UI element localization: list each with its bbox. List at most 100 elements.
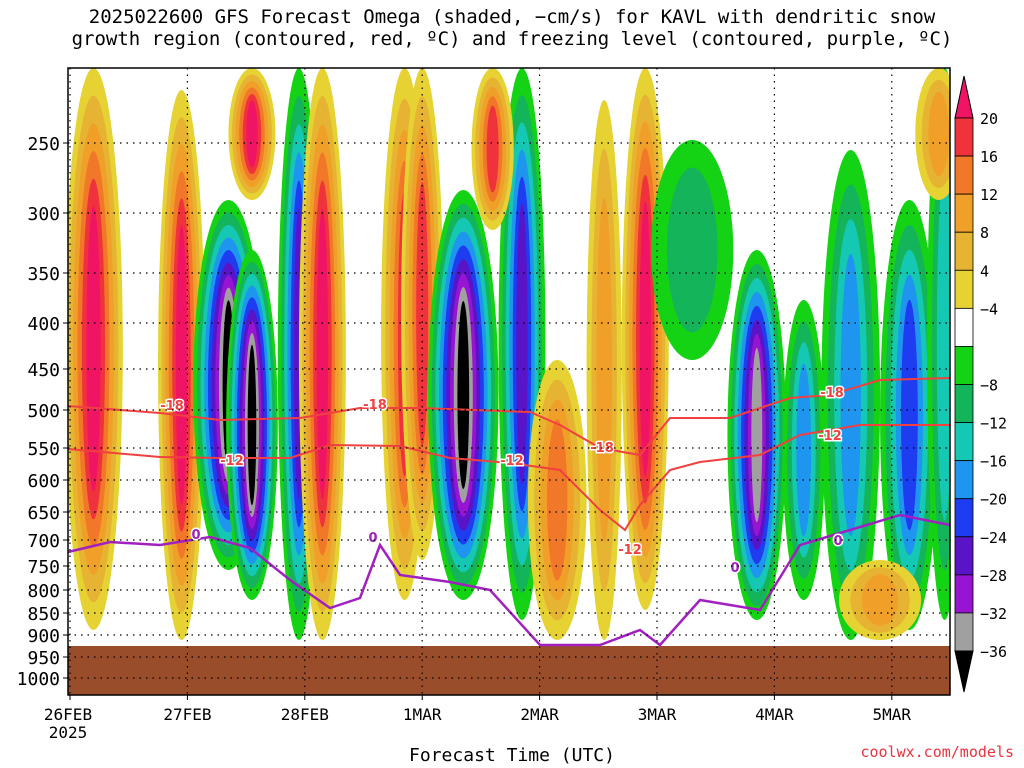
y-tick-label: 550 [27,439,60,460]
omega-cell [751,347,763,523]
colorbar-bin [954,460,974,500]
omega-cell [86,206,101,492]
colorbar: 20 16 12 8 4 −4 −8 −12 −16 −20 −24 −28 −32 −36 [954,75,1007,693]
colorbar-bottom-arrow [954,650,974,693]
freezing-level-contour [67,513,951,647]
y-tick-label: 250 [27,134,60,155]
omega-cell [596,197,612,543]
colorbar-tick-label: −16 [980,453,1007,471]
y-tick-label: 500 [27,401,60,422]
y-tick-label: 900 [27,626,60,647]
x-year-label: 2025 [49,723,88,742]
y-tick-label: 300 [27,204,60,225]
colorbar-bin [954,536,974,576]
colorbar-tick-label: 8 [980,224,989,242]
colorbar-bin [954,231,974,271]
colorbar-bin [954,117,974,157]
y-tick-label: 850 [27,604,60,625]
omega-cell [547,419,568,581]
y-tick-label: 1000 [17,669,60,690]
colorbar-tick-label: −24 [980,529,1007,547]
x-tick-label: 5MAR [873,705,912,724]
omega-shading [68,68,950,695]
contour-label: 0 [730,561,739,576]
omega-cell [796,363,812,537]
colorbar-tick-label: −28 [980,567,1007,585]
colorbar-tick-label: 16 [980,148,998,166]
colorbar-bin [954,384,974,423]
colorbar-top-arrow [954,75,974,119]
colorbar-bin [954,498,974,538]
omega-cell [246,100,258,168]
x-tick-label: 1MAR [403,705,442,724]
title-line-2: growth region (contoured, red, ºC) and f… [71,28,953,50]
colorbar-bin [954,307,974,347]
contour-label: 0 [191,528,200,543]
chart-title: 2025022600 GFS Forecast Omega (shaded, −… [0,6,1024,50]
colorbar-bin [954,422,974,462]
x-tick-label: 4MAR [755,705,794,724]
dgz-contour-minus12 [67,424,950,532]
x-axis-label: Forecast Time (UTC) [409,745,615,766]
x-tick-label: 28FEB [281,705,329,724]
colorbar-tick-label: 12 [980,186,998,204]
y-tick-label: 950 [27,648,60,669]
omega-cell [666,167,718,333]
omega-cell [901,299,918,531]
contour-label: 0 [368,531,377,546]
x-tick-label: 26FEB [44,705,92,724]
colorbar-bin [954,155,974,195]
colorbar-tick-label: −32 [980,605,1007,623]
colorbar-tick-label: −20 [980,491,1007,509]
colorbar-tick-label: −12 [980,415,1007,433]
y-tick-label: 400 [27,314,60,335]
terrain-fill [68,646,950,695]
colorbar-bin [954,193,974,233]
colorbar-bin [954,346,974,385]
colorbar-bin [954,574,974,614]
omega-cell [516,203,528,485]
x-tick-label: 3MAR [638,705,677,724]
omega-cell [416,182,429,446]
x-tick-label: 2MAR [520,705,559,724]
y-tick-label: 600 [27,471,60,492]
y-tick-label: 450 [27,360,60,381]
colorbar-tick-label: −4 [980,300,998,318]
omega-cell [175,225,188,505]
x-tick-label: 27FEB [163,705,211,724]
y-tick-label: 750 [27,557,60,578]
omega-cell [316,208,329,500]
plot-frame [67,67,951,696]
grid-lines [68,68,950,695]
colorbar-bin [954,269,974,309]
y-tick-label: 700 [27,531,60,552]
dgz-contour-minus18 [67,377,951,457]
omega-cell [861,574,899,626]
contour-label: -18 [160,399,184,414]
colorbar-tick-label: 20 [980,110,998,128]
omega-cell [840,253,861,537]
omega-cell [486,105,499,193]
contour-label: -18 [363,398,387,413]
omega-cell [247,344,257,506]
omega-cell [936,167,950,521]
omega-cell [928,91,950,177]
contour-label: -12 [220,454,244,469]
colorbar-tick-label: −8 [980,377,998,395]
colorbar-tick-label: −36 [980,643,1007,661]
y-tick-label: 350 [27,264,60,285]
contour-label: -12 [618,543,642,558]
contour-label: -18 [820,386,844,401]
y-tick-label: 800 [27,581,60,602]
title-line-1: 2025022600 GFS Forecast Omega (shaded, −… [88,6,936,28]
contour-label: -12 [818,429,842,444]
y-tick-label: 650 [27,503,60,524]
contour-label: -12 [500,454,524,469]
omega-cell [639,201,651,477]
contour-label: 0 [833,534,842,549]
colorbar-bin [954,612,974,652]
colorbar-tick-label: 4 [980,262,989,280]
source-credit[interactable]: coolwx.com/models [860,743,1014,761]
omega-cell [457,301,470,489]
